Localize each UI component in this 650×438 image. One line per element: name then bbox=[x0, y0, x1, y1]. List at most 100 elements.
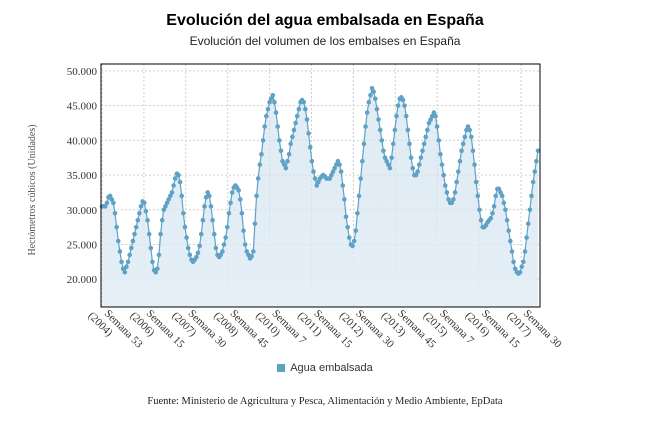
data-point[interactable] bbox=[402, 103, 407, 108]
data-point[interactable] bbox=[125, 259, 131, 265]
data-point[interactable] bbox=[472, 162, 477, 167]
data-point[interactable] bbox=[138, 204, 144, 209]
data-point[interactable] bbox=[150, 259, 155, 265]
data-point[interactable] bbox=[128, 245, 134, 251]
data-point[interactable] bbox=[244, 249, 250, 254]
data-point[interactable] bbox=[293, 120, 298, 126]
data-point[interactable] bbox=[410, 165, 416, 171]
data-point[interactable] bbox=[493, 193, 499, 199]
data-point[interactable] bbox=[386, 162, 391, 167]
data-point[interactable] bbox=[462, 134, 468, 140]
data-point[interactable] bbox=[267, 99, 272, 105]
data-point[interactable] bbox=[517, 269, 523, 275]
data-point[interactable] bbox=[211, 231, 217, 237]
data-point[interactable] bbox=[327, 176, 333, 181]
data-point[interactable] bbox=[519, 264, 525, 270]
data-point[interactable] bbox=[535, 148, 541, 154]
data-point[interactable] bbox=[508, 238, 513, 244]
data-point[interactable] bbox=[156, 252, 162, 258]
data-point[interactable] bbox=[330, 169, 336, 174]
data-point[interactable] bbox=[426, 120, 432, 126]
data-point[interactable] bbox=[407, 141, 412, 147]
data-point[interactable] bbox=[438, 151, 443, 157]
data-point[interactable] bbox=[332, 165, 337, 171]
data-point[interactable] bbox=[454, 179, 459, 185]
data-point[interactable] bbox=[311, 169, 316, 174]
data-point[interactable] bbox=[102, 204, 108, 209]
data-point[interactable] bbox=[208, 204, 214, 209]
data-point[interactable] bbox=[130, 238, 136, 244]
data-point[interactable] bbox=[534, 158, 539, 164]
data-point[interactable] bbox=[177, 179, 183, 185]
data-point[interactable] bbox=[335, 158, 341, 164]
data-point[interactable] bbox=[155, 266, 160, 272]
data-point[interactable] bbox=[255, 176, 261, 181]
data-point[interactable] bbox=[288, 141, 294, 147]
data-point[interactable] bbox=[478, 217, 484, 223]
data-point[interactable] bbox=[439, 162, 445, 167]
data-point[interactable] bbox=[202, 204, 207, 209]
data-point[interactable] bbox=[112, 210, 118, 216]
data-point[interactable] bbox=[176, 172, 181, 178]
data-point[interactable] bbox=[392, 127, 398, 133]
data-point[interactable] bbox=[286, 151, 292, 157]
data-point[interactable] bbox=[360, 158, 365, 164]
data-point[interactable] bbox=[355, 210, 360, 216]
data-point[interactable] bbox=[356, 193, 362, 199]
data-point[interactable] bbox=[394, 113, 399, 119]
data-point[interactable] bbox=[369, 86, 375, 91]
data-point[interactable] bbox=[224, 224, 230, 230]
data-point[interactable] bbox=[509, 249, 515, 254]
data-point[interactable] bbox=[241, 228, 246, 233]
data-point[interactable] bbox=[473, 179, 479, 185]
data-point[interactable] bbox=[524, 235, 529, 240]
data-point[interactable] bbox=[254, 193, 259, 199]
data-point[interactable] bbox=[464, 127, 469, 133]
data-point[interactable] bbox=[415, 169, 420, 174]
data-point[interactable] bbox=[413, 172, 419, 178]
data-point[interactable] bbox=[387, 165, 393, 171]
data-point[interactable] bbox=[265, 106, 271, 112]
data-point[interactable] bbox=[124, 264, 129, 270]
data-point[interactable] bbox=[277, 138, 282, 143]
data-point[interactable] bbox=[179, 193, 185, 199]
data-point[interactable] bbox=[343, 214, 349, 220]
data-point[interactable] bbox=[364, 110, 370, 115]
data-point[interactable] bbox=[345, 224, 350, 230]
data-point[interactable] bbox=[371, 89, 376, 95]
data-point[interactable] bbox=[329, 172, 334, 178]
data-point[interactable] bbox=[122, 269, 128, 275]
data-point[interactable] bbox=[449, 200, 455, 206]
data-point[interactable] bbox=[303, 106, 308, 112]
data-point[interactable] bbox=[169, 190, 175, 195]
data-point[interactable] bbox=[115, 238, 121, 244]
data-point[interactable] bbox=[496, 186, 502, 192]
data-point[interactable] bbox=[294, 113, 300, 119]
data-point[interactable] bbox=[342, 197, 347, 202]
data-point[interactable] bbox=[499, 193, 505, 199]
data-point[interactable] bbox=[532, 169, 538, 174]
data-point[interactable] bbox=[366, 99, 372, 105]
data-point[interactable] bbox=[307, 145, 313, 150]
data-point[interactable] bbox=[213, 245, 219, 251]
data-point[interactable] bbox=[511, 259, 516, 265]
data-point[interactable] bbox=[395, 103, 401, 108]
data-point[interactable] bbox=[363, 124, 368, 129]
data-point[interactable] bbox=[529, 193, 534, 199]
data-point[interactable] bbox=[236, 188, 241, 193]
data-point[interactable] bbox=[512, 266, 518, 272]
data-point[interactable] bbox=[171, 183, 176, 188]
data-point[interactable] bbox=[498, 190, 503, 195]
data-point[interactable] bbox=[281, 162, 287, 167]
data-point[interactable] bbox=[280, 158, 285, 164]
data-point[interactable] bbox=[503, 207, 508, 213]
data-point[interactable] bbox=[164, 200, 170, 206]
data-point[interactable] bbox=[338, 169, 344, 174]
data-point[interactable] bbox=[278, 148, 284, 154]
data-point[interactable] bbox=[420, 148, 425, 154]
data-point[interactable] bbox=[127, 252, 132, 258]
data-point[interactable] bbox=[475, 193, 481, 199]
data-point[interactable] bbox=[285, 158, 290, 164]
data-point[interactable] bbox=[421, 141, 427, 147]
data-point[interactable] bbox=[490, 210, 495, 216]
